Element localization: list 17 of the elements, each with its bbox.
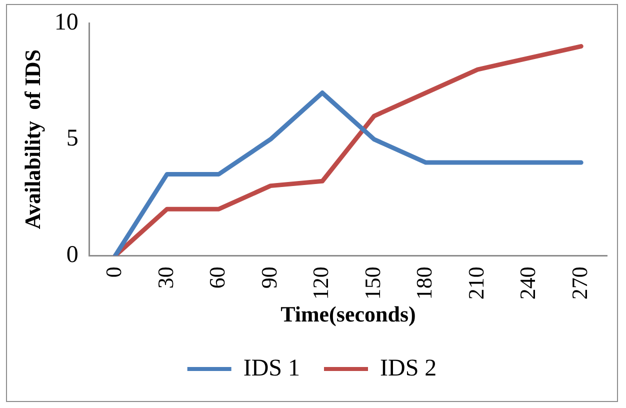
- x-tick-label: 90: [256, 266, 282, 289]
- x-tick-label: 30: [152, 266, 178, 289]
- y-tick-label: 10: [54, 9, 78, 36]
- x-tick-label: 270: [566, 266, 592, 300]
- x-tick-label: 180: [412, 266, 437, 300]
- legend-label: IDS 1: [243, 355, 300, 382]
- x-tick-label: 0: [101, 266, 126, 278]
- legend-label: IDS 2: [380, 355, 437, 382]
- x-tick-label: 210: [463, 266, 488, 300]
- y-tick-label: 0: [66, 242, 78, 268]
- x-tick-label: 120: [308, 266, 334, 300]
- x-tick-label: 150: [360, 266, 385, 300]
- x-tick-label: 240: [515, 266, 540, 300]
- y-axis-title: Availability of IDS: [20, 49, 45, 230]
- y-tick-label: 5: [66, 126, 78, 152]
- x-tick-label: 60: [204, 266, 230, 289]
- x-axis-title: Time(seconds): [280, 301, 416, 326]
